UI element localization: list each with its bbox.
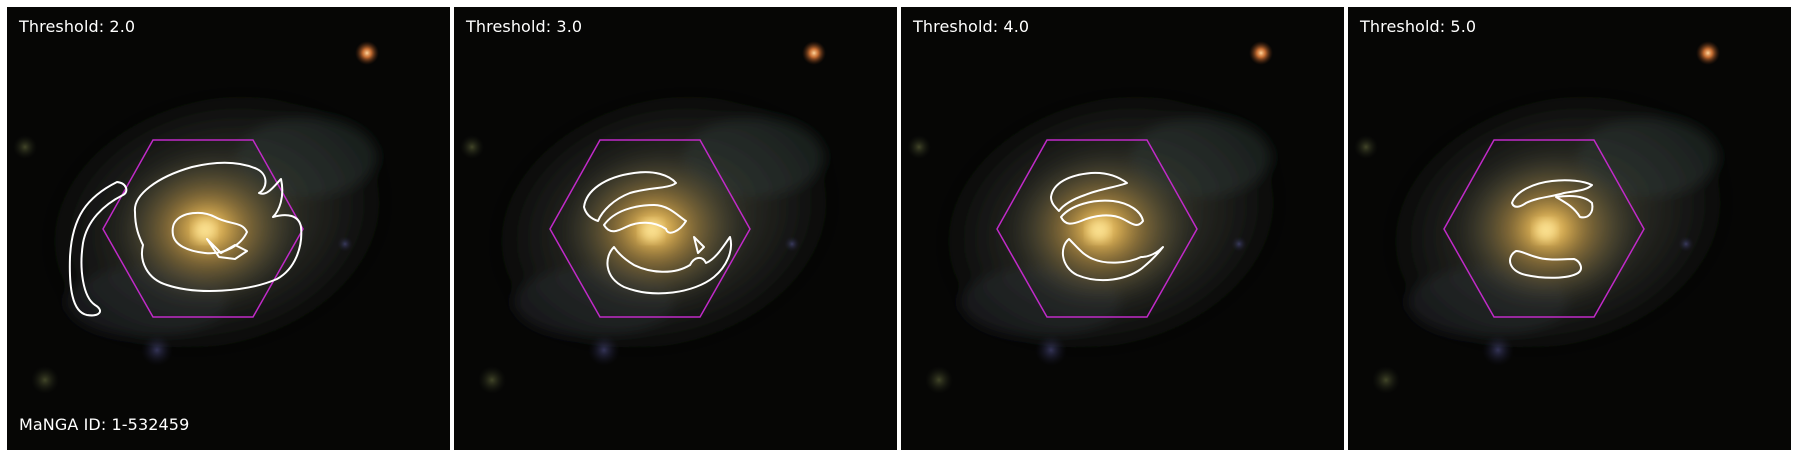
ifu-hexagon xyxy=(102,139,304,318)
galaxy-image xyxy=(901,7,1344,450)
galaxy-image xyxy=(454,7,897,450)
ifu-hexagon xyxy=(1443,139,1645,318)
galaxy-image xyxy=(1348,7,1791,450)
contour-overlay xyxy=(1050,171,1164,282)
panel-threshold-5: Threshold: 5.0 xyxy=(1348,7,1791,450)
panel-threshold-3: Threshold: 3.0 xyxy=(454,7,897,450)
threshold-label: Threshold: 4.0 xyxy=(913,17,1030,36)
galaxy-id-label: MaNGA ID: 1-532459 xyxy=(19,415,190,434)
threshold-label: Threshold: 3.0 xyxy=(466,17,583,36)
panel-threshold-4: Threshold: 4.0 xyxy=(901,7,1344,450)
ifu-hexagon xyxy=(549,139,751,318)
galaxy-image xyxy=(7,7,450,450)
threshold-label: Threshold: 2.0 xyxy=(19,17,136,36)
panel-threshold-2: Threshold: 2.0 MaNGA ID: 1-532459 xyxy=(7,7,450,450)
contour-overlay xyxy=(68,161,303,317)
ifu-hexagon xyxy=(996,139,1198,318)
contour-overlay xyxy=(583,171,732,295)
threshold-label: Threshold: 5.0 xyxy=(1360,17,1477,36)
contour-overlay xyxy=(1509,179,1594,279)
